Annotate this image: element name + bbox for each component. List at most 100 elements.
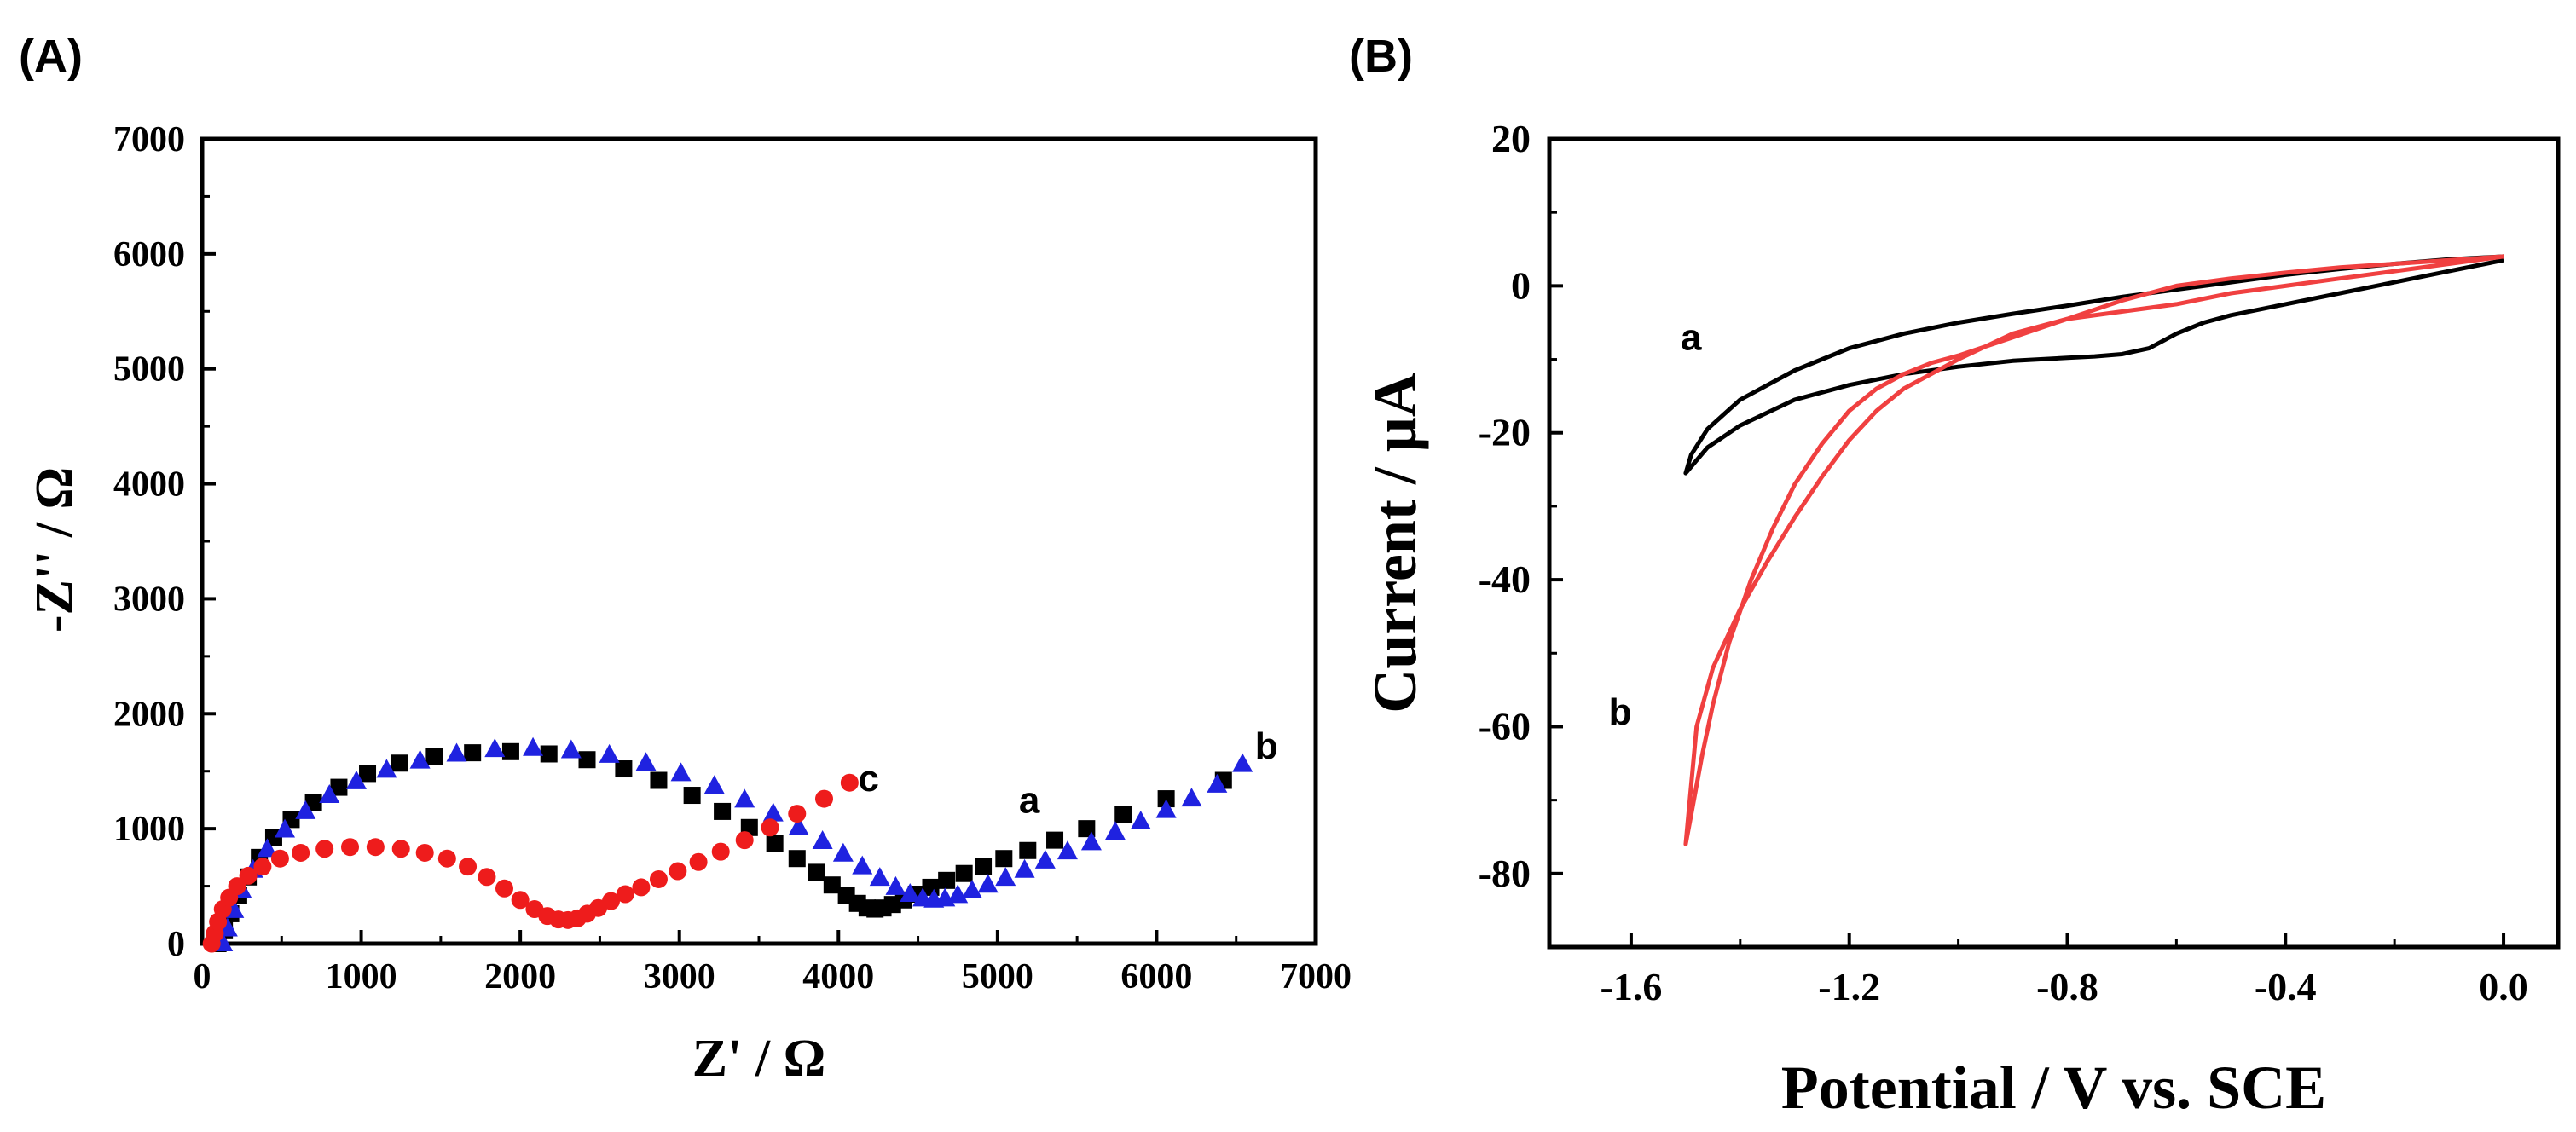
data-point-triangle [1155,799,1177,818]
data-point-triangle [1080,831,1102,851]
data-point-circle [315,840,334,858]
data-point-triangle [1130,811,1151,830]
x-tick-label-b: -1.6 [1601,965,1663,1008]
data-point-triangle [635,752,657,771]
data-point-triangle [345,770,367,789]
data-point-square [578,751,596,769]
data-point-circle [735,831,754,850]
data-point-circle [239,866,258,885]
data-point-square [1157,790,1175,808]
data-point-triangle [885,875,906,895]
plot-frame-b [1547,136,2561,950]
y-axis-title-b: Current / μA [1361,373,1429,713]
y-tick-label-a: 0 [167,925,185,964]
curve-label-b-a: b [1255,725,1278,767]
x-axis-title-b: Potential / V vs. SCE [1781,1054,2326,1122]
data-point-square [330,778,348,796]
data-point-circle [341,838,360,857]
y-axis-title-a: -Z'' / Ω [26,467,84,632]
data-point-triangle [295,800,316,819]
data-point-square [995,850,1013,868]
data-point-circle [366,838,385,857]
y-tick-label-a: 1000 [113,810,185,849]
data-point-triangle [962,879,983,898]
x-tick-label-b: -0.8 [2036,965,2098,1008]
y-tick-label-b: -40 [1479,557,1531,601]
eis-nyquist-chart: 0 1000 2000 3000 4000 5000 6000 7000 0 1000 2000 30… [26,120,1352,1088]
data-point-square [615,760,633,778]
data-point-triangle [376,759,397,778]
data-point-square [788,850,806,868]
plot-frame-a [200,136,1318,946]
y-tick-label-b: -60 [1479,704,1531,748]
data-point-circle [495,879,513,898]
data-point-circle [601,892,620,910]
data-point-triangle [762,802,784,822]
data-point-circle [711,842,730,861]
data-point-triangle [1207,773,1228,793]
y-tick-label-a: 4000 [113,465,185,505]
x-tick-label-b: -0.4 [2255,965,2317,1008]
data-point-triangle [977,874,999,893]
data-point-triangle [257,838,278,858]
data-point-circle [437,849,456,868]
data-point-triangle [1104,821,1126,840]
curve-label-a-a: a [1019,779,1040,821]
data-point-triangle [734,788,755,808]
cyclic-voltammetry-chart: -1.6 -1.2 -0.8 -0.4 0.0 20 0 -20 -40 -60 -80 Potent… [1361,117,2561,1122]
data-point-triangle [703,775,725,794]
data-point-triangle [832,842,854,862]
data-point-circle [689,852,708,871]
data-point-circle [478,868,496,887]
data-point-triangle [319,784,340,804]
x-tick-label-a: 1000 [326,957,397,996]
x-tick-label-b: -1.2 [1818,965,1880,1008]
curve-label-b-b: b [1609,691,1632,733]
data-point-square [359,765,377,783]
data-point-triangle [599,743,620,763]
data-point-triangle [484,738,506,758]
series-line-b-b [1683,254,2504,846]
x-tick-label-a: 0 [194,957,211,996]
x-tick-label-a: 5000 [962,957,1033,996]
data-point-square [955,864,973,882]
y-tick-label-a: 7000 [113,120,185,159]
data-point-square [683,787,701,805]
data-point-circle [788,805,807,823]
data-point-square [1046,831,1064,849]
data-point-circle [761,818,779,837]
data-point-square [464,744,482,762]
data-point-triangle [1232,753,1253,772]
x-tick-label-a: 2000 [484,957,556,996]
data-point-triangle [812,829,833,849]
data-point-square [425,748,443,765]
data-point-square [650,771,668,789]
data-point-triangle [446,742,467,762]
data-point-triangle [869,867,890,887]
data-point-square [304,794,322,811]
panel-a-label: (A) [19,31,83,82]
data-point-square [714,802,732,820]
data-point-circle [649,869,668,888]
data-point-circle [253,858,272,876]
data-point-square [938,871,956,889]
data-point-circle [459,858,478,876]
data-point-square [1114,806,1132,823]
data-point-triangle [523,736,544,756]
y-tick-label-a: 5000 [113,350,185,390]
data-point-circle [616,885,634,904]
data-point-circle [415,843,434,862]
data-point-triangle [995,867,1016,887]
data-point-triangle [409,749,431,769]
data-point-square [808,863,825,881]
data-point-square [766,835,784,852]
data-point-triangle [852,855,873,875]
x-axis-title-a: Z' / Ω [692,1030,825,1088]
data-point-circle [292,843,310,862]
series-c-a [202,773,859,953]
x-tick-label-a: 7000 [1280,957,1352,996]
data-point-circle [391,840,410,858]
y-tick-label-a: 3000 [113,580,185,619]
panel-b-label: (B) [1349,31,1413,82]
